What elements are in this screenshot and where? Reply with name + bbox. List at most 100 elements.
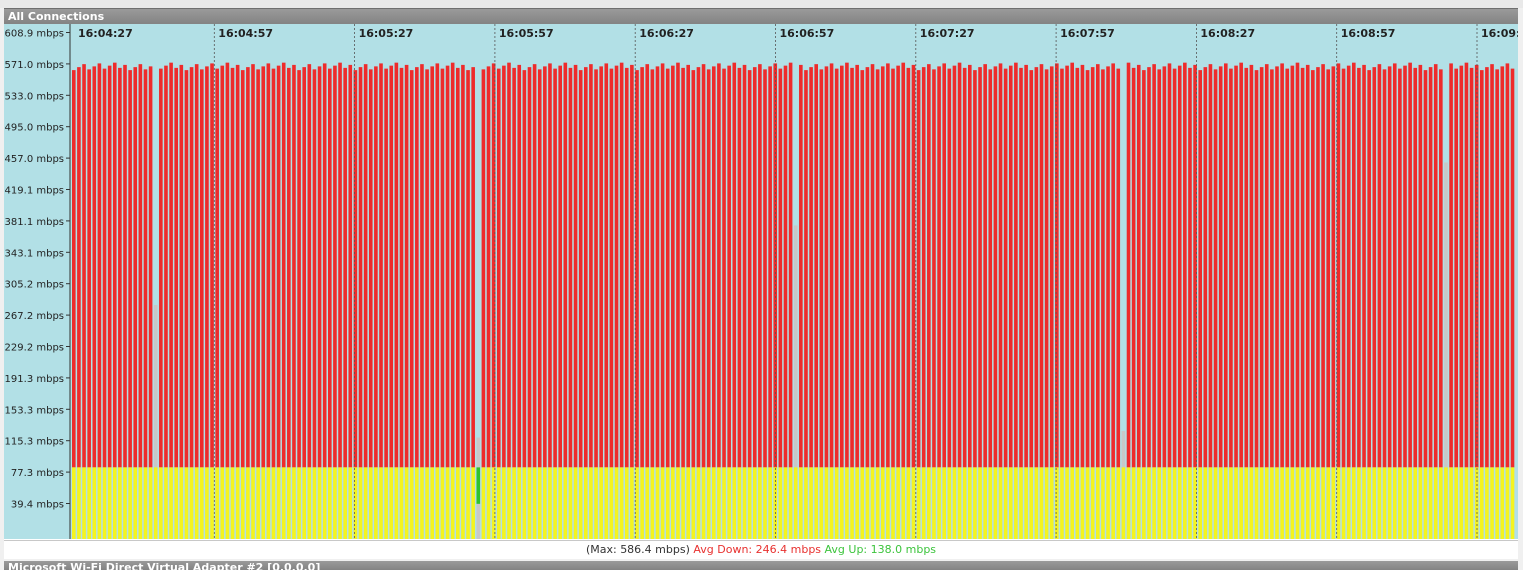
download-bar bbox=[481, 69, 486, 468]
upload-bar bbox=[1142, 467, 1146, 539]
upload-bar bbox=[251, 467, 255, 539]
download-bar bbox=[1495, 69, 1499, 468]
download-bar bbox=[1418, 64, 1423, 468]
upload-bar bbox=[845, 467, 849, 539]
download-bar bbox=[783, 65, 788, 468]
upload-bar bbox=[993, 467, 998, 539]
download-bar bbox=[394, 62, 399, 468]
upload-bar bbox=[1500, 467, 1505, 539]
upload-bar bbox=[302, 467, 306, 539]
upload-bar bbox=[328, 467, 332, 539]
upload-bar bbox=[92, 467, 97, 539]
upload-bar bbox=[1295, 467, 1300, 539]
download-bar bbox=[635, 70, 639, 468]
download-bar bbox=[72, 70, 76, 468]
download-bar bbox=[1131, 67, 1136, 468]
upload-bar bbox=[102, 467, 107, 539]
upload-bar bbox=[174, 467, 178, 539]
upload-bar bbox=[1270, 467, 1274, 539]
download-bar bbox=[1305, 64, 1310, 468]
upload-bar bbox=[502, 467, 506, 539]
download-bar bbox=[1183, 62, 1187, 468]
upload-bar bbox=[1377, 467, 1382, 539]
upload-bar bbox=[112, 467, 117, 539]
download-bar bbox=[210, 63, 214, 468]
avg-down-label: Avg Down: 246.4 mbps bbox=[693, 543, 822, 556]
upload-bar bbox=[292, 467, 296, 539]
download-bar bbox=[302, 67, 306, 468]
download-bar bbox=[1147, 67, 1151, 468]
download-bar bbox=[758, 64, 762, 468]
upload-bar bbox=[1331, 467, 1336, 539]
upload-bar bbox=[624, 467, 629, 539]
download-bar bbox=[230, 67, 235, 468]
upload-bar bbox=[128, 467, 132, 539]
upload-bar bbox=[430, 467, 434, 539]
y-tick-label: 419.1 mbps bbox=[5, 186, 64, 197]
upload-bar bbox=[1034, 467, 1039, 539]
y-tick-label: 39.4 mbps bbox=[11, 500, 64, 511]
download-bar bbox=[1070, 62, 1074, 468]
x-tick-label: 16:04:57 bbox=[218, 27, 273, 40]
upload-bar bbox=[368, 467, 373, 539]
download-bar bbox=[1346, 65, 1351, 468]
chart-footer: (Max: 586.4 mbps) Avg Down: 246.4 mbps A… bbox=[4, 540, 1518, 559]
download-bar bbox=[404, 64, 409, 468]
upload-bar bbox=[640, 467, 644, 539]
upload-bar bbox=[287, 467, 291, 539]
download-bar bbox=[706, 69, 711, 468]
upload-bar bbox=[1454, 467, 1458, 539]
download-bar bbox=[870, 64, 875, 468]
upload-bar bbox=[783, 467, 788, 539]
y-tick-label: 305.2 mbps bbox=[5, 280, 64, 291]
download-bar bbox=[1024, 64, 1028, 468]
download-bar bbox=[829, 63, 834, 468]
upload-bar bbox=[82, 467, 86, 539]
upload-bar bbox=[655, 467, 660, 539]
download-bar bbox=[855, 64, 859, 468]
upload-bar bbox=[1096, 467, 1100, 539]
upload-bar bbox=[118, 467, 122, 539]
download-bar bbox=[1136, 64, 1141, 468]
upload-bar bbox=[1229, 467, 1233, 539]
download-bar bbox=[1311, 70, 1315, 468]
upload-bar bbox=[706, 467, 711, 539]
upload-bar bbox=[456, 467, 460, 539]
download-bar bbox=[891, 68, 895, 468]
upload-bar bbox=[1382, 467, 1387, 539]
download-bar bbox=[1008, 65, 1013, 468]
upload-bar bbox=[630, 467, 634, 539]
upload-bar bbox=[901, 467, 906, 539]
upload-bar bbox=[153, 467, 158, 539]
upload-bar bbox=[676, 467, 680, 539]
upload-bar bbox=[804, 467, 808, 539]
download-bar bbox=[363, 64, 368, 468]
upload-bar bbox=[164, 467, 168, 539]
download-bar bbox=[374, 66, 378, 468]
upload-bar bbox=[343, 467, 347, 539]
download-bar bbox=[297, 70, 301, 468]
download-bar bbox=[799, 64, 803, 468]
upload-bar bbox=[691, 467, 696, 539]
upload-bar bbox=[799, 467, 803, 539]
upload-bar bbox=[1321, 467, 1325, 539]
upload-bar bbox=[1218, 467, 1223, 539]
download-bar bbox=[82, 64, 86, 468]
download-bar bbox=[1198, 70, 1202, 468]
upload-bar bbox=[942, 467, 946, 539]
upload-bar bbox=[584, 467, 588, 539]
download-bar bbox=[788, 62, 793, 468]
download-bar bbox=[1101, 69, 1105, 468]
upload-bar bbox=[840, 467, 844, 539]
upload-bar bbox=[650, 467, 655, 539]
download-bar bbox=[343, 67, 347, 468]
download-bar bbox=[287, 67, 291, 468]
download-bar bbox=[722, 68, 726, 468]
download-bar bbox=[1213, 69, 1218, 468]
download-bar bbox=[348, 64, 353, 468]
upload-bar bbox=[1469, 467, 1474, 539]
download-bar bbox=[328, 68, 332, 468]
download-bar bbox=[665, 68, 670, 468]
download-bar bbox=[553, 68, 557, 468]
y-tick-label: 267.2 mbps bbox=[5, 311, 64, 322]
